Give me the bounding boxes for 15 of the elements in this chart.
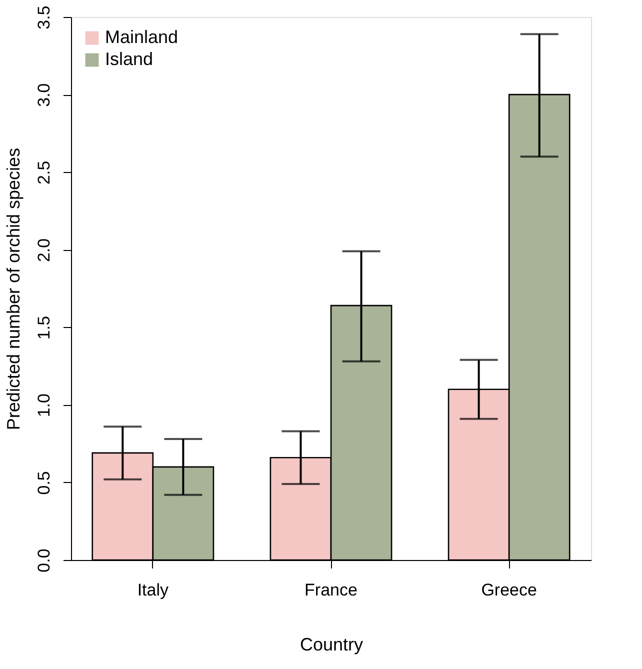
y-tick-label: 1.0 bbox=[34, 394, 54, 418]
y-tick-label: 0.5 bbox=[34, 471, 54, 495]
legend-label: Island bbox=[105, 49, 154, 69]
y-tick-label: 2.5 bbox=[34, 160, 54, 184]
y-tick-label: 3.5 bbox=[34, 6, 54, 30]
x-tick-label: Italy bbox=[137, 580, 169, 600]
y-tick-label: 0.0 bbox=[34, 548, 54, 572]
legend-label: Mainland bbox=[105, 27, 178, 47]
x-tick-label: France bbox=[304, 580, 358, 600]
x-tick-label: Greece bbox=[481, 580, 537, 600]
x-axis-title: Country bbox=[300, 634, 364, 654]
y-axis-title: Predicted number of orchid species bbox=[4, 148, 24, 430]
y-tick-label: 1.5 bbox=[34, 316, 54, 340]
y-tick-label: 2.0 bbox=[34, 238, 54, 262]
y-tick-label: 3.0 bbox=[34, 83, 54, 107]
